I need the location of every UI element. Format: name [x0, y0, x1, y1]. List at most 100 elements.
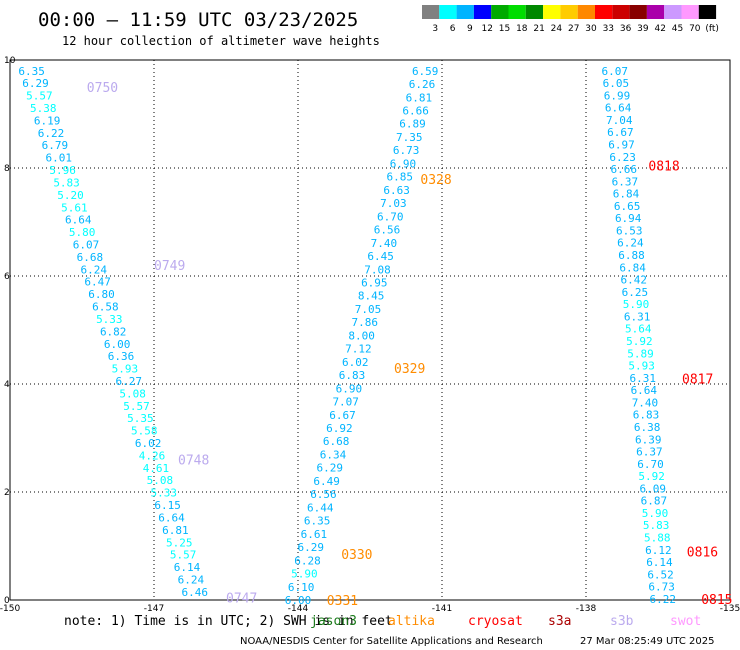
colorbar-swatch	[612, 5, 630, 19]
wave-height-point: 5.08	[147, 474, 174, 487]
wave-height-point: 6.24	[81, 263, 108, 276]
wave-height-point: 6.68	[323, 435, 350, 448]
colorbar-swatch	[543, 5, 561, 19]
colorbar-swatch	[525, 5, 544, 19]
wave-height-point: 6.83	[339, 369, 366, 382]
wave-height-point: 7.35	[396, 131, 423, 144]
wave-height-point: 6.01	[46, 152, 73, 165]
wave-height-point: 6.36	[108, 350, 135, 363]
track-s3b: 6.356.295.575.386.196.226.796.015.965.83…	[18, 65, 257, 606]
wave-height-point: 6.87	[641, 495, 668, 508]
wave-height-point: 5.92	[626, 335, 653, 348]
colorbar-swatch	[629, 5, 647, 19]
wave-height-point: 5.90	[623, 298, 650, 311]
wave-height-point: 4.61	[143, 462, 170, 475]
colorbar-label: 6	[450, 24, 456, 34]
wave-height-point: 6.05	[603, 77, 630, 90]
wave-height-point: 5.92	[638, 470, 665, 483]
mission-label-s3b: s3b	[610, 614, 634, 629]
y-tick-label: 8	[4, 164, 10, 174]
colorbar-label: 12	[481, 24, 492, 34]
mission-label-s3a: s3a	[548, 614, 571, 629]
wave-height-point: 5.90	[642, 507, 669, 520]
pass-label: 0816	[687, 545, 718, 560]
wave-height-point: 6.70	[637, 458, 664, 471]
y-tick-label: 6	[4, 272, 10, 282]
wave-height-point: 5.88	[644, 532, 671, 545]
grid-lines	[10, 60, 730, 600]
wave-height-point: 6.79	[42, 139, 69, 152]
colorbar-swatch	[681, 5, 699, 19]
pass-label: 0330	[341, 548, 372, 563]
wave-height-point: 5.64	[625, 323, 652, 336]
wave-height-point: 6.14	[174, 561, 201, 574]
plot-frame	[9, 59, 731, 601]
wave-height-point: 5.57	[26, 90, 53, 103]
mission-label-cryosat: cryosat	[468, 614, 523, 629]
y-tick-label: 2	[4, 488, 10, 498]
colorbar-label: 18	[516, 24, 528, 34]
wave-height-point: 6.24	[178, 573, 205, 586]
x-tick-label: -150	[0, 604, 20, 614]
colorbar-label: 15	[499, 24, 510, 34]
wave-height-point: 6.92	[326, 422, 353, 435]
wave-height-point: 6.02	[342, 356, 369, 369]
wave-height-point: 6.53	[616, 224, 643, 237]
wave-height-point: 6.94	[615, 212, 642, 225]
timestamp-text: 27 Mar 08:25:49 UTC 2025	[580, 636, 715, 647]
wave-height-point: 7.05	[355, 303, 382, 316]
wave-height-point: 6.81	[406, 91, 433, 104]
wave-height-point: 6.37	[612, 175, 639, 188]
wave-height-point: 5.25	[166, 536, 193, 549]
wave-height-point: 6.67	[329, 409, 356, 422]
wave-height-point: 6.38	[634, 421, 661, 434]
wave-height-point: 6.70	[377, 210, 404, 223]
wave-height-point: 5.08	[119, 387, 146, 400]
colorbar-swatch	[664, 5, 682, 19]
wave-height-point: 6.65	[614, 200, 641, 213]
wave-height-point: 5.33	[150, 487, 177, 500]
wave-height-point: 6.00	[285, 594, 312, 607]
wave-height-point: 6.29	[317, 462, 344, 475]
wave-height-point: 6.46	[182, 586, 209, 599]
wave-height-point: 6.31	[629, 372, 656, 385]
wave-height-point: 6.59	[412, 65, 439, 78]
wave-height-point: 5.96	[49, 164, 76, 177]
wave-height-point: 6.39	[635, 433, 662, 446]
wave-height-point: 6.61	[301, 528, 328, 541]
wave-height-point: 6.90	[336, 382, 363, 395]
footer-note: note: 1) Time is in UTC; 2) SWH is in fe…	[64, 614, 393, 629]
colorbar-swatch	[508, 5, 526, 19]
wave-height-point: 5.83	[53, 176, 80, 189]
pass-label: 0329	[394, 362, 425, 377]
wave-height-point: 8.00	[348, 329, 375, 342]
wave-height-point: 6.09	[640, 482, 667, 495]
wave-height-point: 5.93	[628, 360, 655, 373]
colorbar-label: 33	[603, 24, 614, 34]
wave-height-point: 6.68	[77, 251, 104, 264]
colorbar-swatch	[560, 5, 578, 19]
colorbar-swatch	[456, 5, 474, 19]
colorbar-label: 24	[551, 24, 563, 34]
wave-height-point: 6.44	[307, 501, 334, 514]
colorbar-swatch	[595, 5, 613, 19]
wave-height-point: 6.52	[647, 568, 674, 581]
wave-height-point: 6.22	[650, 593, 677, 606]
colorbar-swatch	[491, 5, 509, 19]
colorbar-label: 45	[672, 24, 683, 34]
colorbar-label: 9	[467, 24, 473, 34]
wave-height-point: 6.66	[610, 163, 637, 176]
colorbar-swatch	[473, 5, 492, 19]
wave-height-point: 6.67	[607, 126, 634, 139]
wave-height-point: 6.26	[409, 78, 436, 91]
wave-height-point: 6.49	[313, 475, 340, 488]
wave-height-point: 6.28	[294, 554, 321, 567]
wave-height-point: 6.07	[73, 239, 100, 252]
wave-height-point: 6.22	[38, 127, 65, 140]
wave-height-point: 7.03	[380, 197, 407, 210]
mission-label-jason3: jason3	[310, 614, 357, 629]
wave-height-point: 6.19	[34, 114, 61, 127]
wave-height-point: 6.29	[297, 541, 324, 554]
